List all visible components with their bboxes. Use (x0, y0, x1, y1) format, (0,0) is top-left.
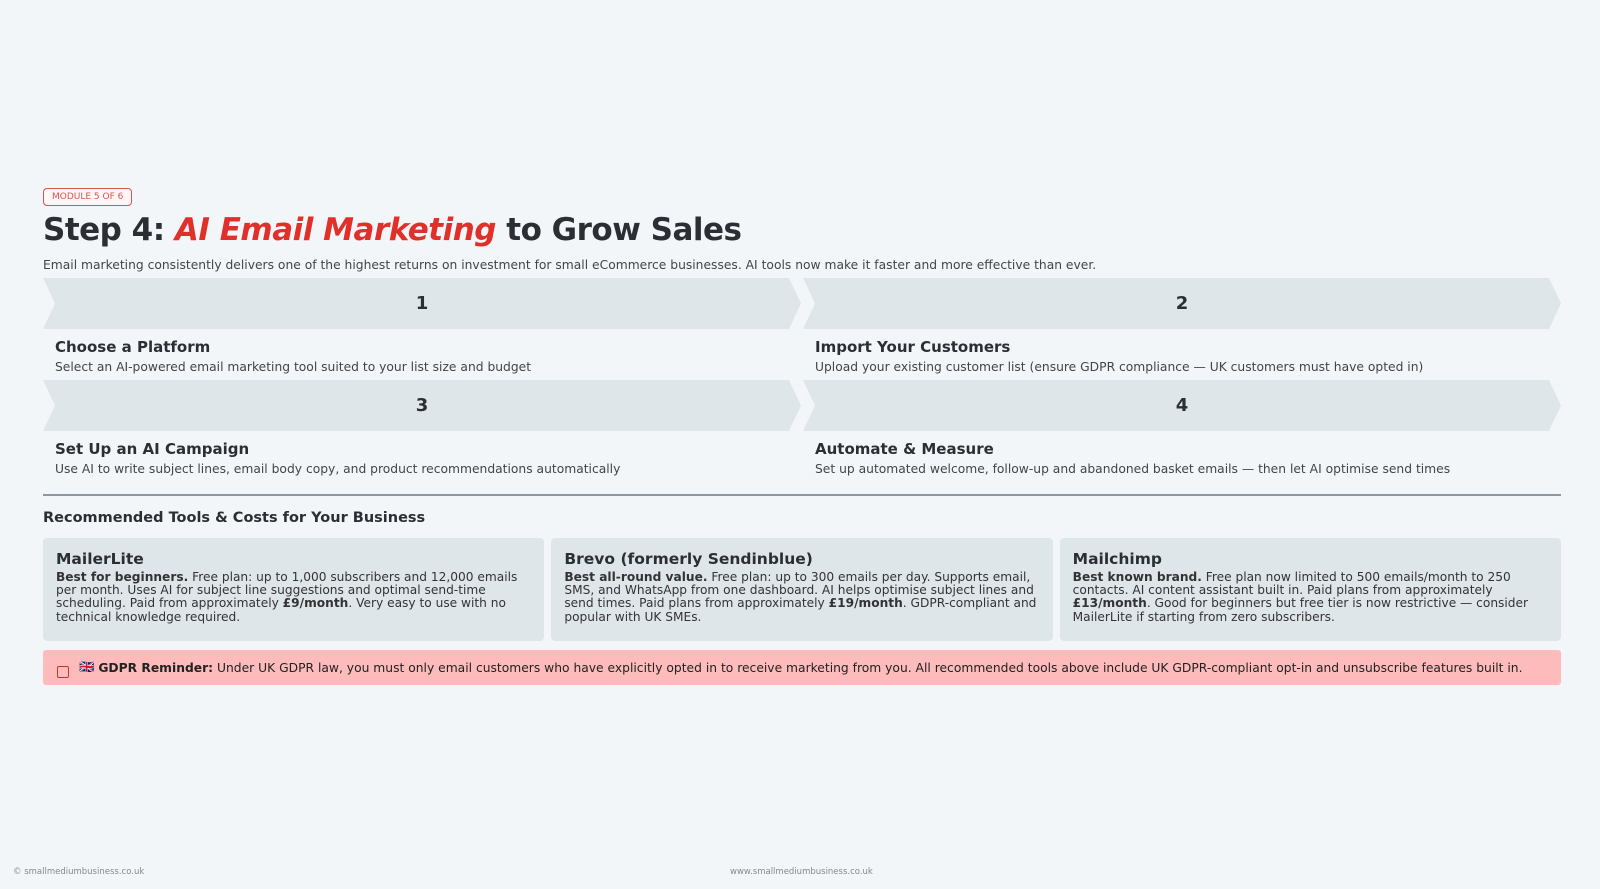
tools-cards: MailerLite Best for beginners. Free plan:… (43, 538, 1561, 641)
title-prefix: Step 4: (43, 212, 175, 248)
step-4: 4 Automate & Measure Set up automated welc… (803, 380, 1561, 476)
step-title: Set Up an AI Campaign (55, 440, 250, 458)
tool-lead: Best for beginners. (56, 570, 189, 584)
tool-lead: Best all-round value. (564, 570, 708, 584)
tools-heading: Recommended Tools & Costs for Your Busin… (43, 510, 426, 526)
tool-text: Free plan now limited to 500 emails/mont… (1072, 570, 1511, 598)
tool-price: £13/month (1072, 596, 1147, 611)
step-desc: Select an AI-powered email marketing too… (55, 360, 532, 374)
step-desc: Set up automated welcome, follow-up and … (815, 462, 1451, 476)
tool-price: £19/month (828, 596, 903, 611)
gdpr-reminder: 🇬🇧 GDPR Reminder: Under UK GDPR law, you… (43, 650, 1561, 685)
step-1: 1 Choose a Platform Select an AI-powered e… (43, 278, 801, 374)
footer-website-link[interactable]: www.smallmediumbusiness.co.uk (730, 867, 873, 877)
tool-desc: Best for beginners. Free plan: up to 1,0… (56, 570, 531, 624)
tool-name: MailerLite (56, 550, 144, 568)
module-badge: MODULE 5 OF 6 (43, 188, 133, 206)
step-number: 4 (803, 380, 1561, 431)
step-number: 1 (43, 278, 801, 329)
tool-desc: Best known brand. Free plan now limited … (1072, 570, 1548, 624)
title-suffix: to Grow Sales (495, 212, 742, 248)
divider (43, 494, 1561, 496)
tool-text: . Good for beginners but free tier is no… (1072, 596, 1529, 624)
tool-text: . GDPR-compliant and popular with UK SME… (564, 596, 1037, 624)
gdpr-label: GDPR Reminder: (98, 660, 214, 675)
step-title: Automate & Measure (815, 440, 994, 458)
tool-desc: Best all-round value. Free plan: up to 3… (564, 570, 1039, 624)
tool-lead: Best known brand. (1072, 570, 1202, 584)
step-desc: Upload your existing customer list (ensu… (815, 360, 1424, 374)
step-title: Import Your Customers (815, 338, 1011, 356)
footer-copyright: © smallmediumbusiness.co.uk (13, 867, 145, 877)
title-highlight: AI Email Marketing (174, 212, 497, 248)
step-2: 2 Import Your Customers Upload your existi… (803, 278, 1561, 374)
step-title: Choose a Platform (55, 338, 211, 356)
tool-price: £9/month (282, 596, 349, 611)
step-number: 2 (803, 278, 1561, 329)
tool-card-brevo: Brevo (formerly Sendinblue) Best all-roun… (551, 538, 1053, 641)
tool-name: Brevo (formerly Sendinblue) (564, 550, 813, 568)
tool-card-mailchimp: Mailchimp Best known brand. Free plan now… (1059, 538, 1561, 641)
gdpr-text: Under UK GDPR law, you must only email c… (213, 660, 1523, 675)
steps-grid: 1 Choose a Platform Select an AI-powered e… (43, 278, 1561, 482)
tool-text: Free plan: up to 1,000 subscribers and 1… (56, 570, 518, 611)
tool-card-mailerlite: MailerLite Best for beginners. Free plan:… (43, 538, 545, 641)
step-3: 3 Set Up an AI Campaign Use AI to write su… (43, 380, 801, 476)
uk-flag-icon: 🇬🇧 (79, 660, 95, 674)
module-slide: MODULE 5 OF 6 Step 4: AI Email Marketing… (43, 184, 1561, 685)
page-title: Step 4: AI Email Marketing to Grow Sales (43, 212, 1561, 248)
tool-text: Free plan: up to 300 emails per day. Sup… (564, 570, 1034, 611)
note-icon (57, 665, 69, 678)
subtitle: Email marketing consistently delivers on… (43, 258, 1097, 272)
tool-text: . Very easy to use with no technical kno… (56, 596, 506, 624)
tool-name: Mailchimp (1072, 550, 1162, 568)
step-desc: Use AI to write subject lines, email bod… (55, 462, 621, 476)
step-number: 3 (43, 380, 801, 431)
